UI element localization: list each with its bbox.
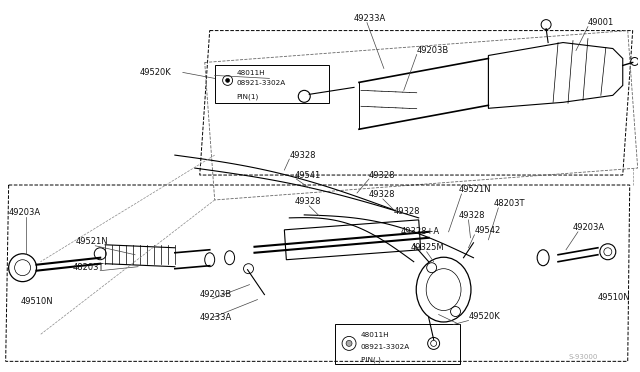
Text: 08921-3302A: 08921-3302A — [237, 80, 286, 86]
Text: 49521N: 49521N — [76, 237, 108, 246]
Text: 49001: 49001 — [588, 18, 614, 27]
Text: 49328: 49328 — [289, 151, 316, 160]
Text: 48203T: 48203T — [72, 263, 104, 272]
Text: PIN(1): PIN(1) — [237, 93, 259, 100]
Text: 49541: 49541 — [294, 170, 321, 180]
Text: 49233A: 49233A — [200, 313, 232, 322]
Text: 48011H: 48011H — [361, 333, 390, 339]
Text: 49328+A: 49328+A — [401, 227, 440, 236]
Text: S-93000: S-93000 — [568, 355, 597, 360]
Text: 49328: 49328 — [294, 198, 321, 206]
Text: 49520K: 49520K — [140, 68, 172, 77]
Text: 08921-3302A: 08921-3302A — [361, 344, 410, 350]
Text: 49542: 49542 — [474, 226, 500, 235]
Text: 49203B: 49203B — [200, 290, 232, 299]
Text: PIN( ): PIN( ) — [361, 356, 381, 363]
Text: 49510N: 49510N — [20, 297, 53, 306]
Text: 49328: 49328 — [458, 211, 485, 220]
Text: 49328: 49328 — [394, 208, 420, 217]
Circle shape — [226, 78, 230, 82]
Text: 48203T: 48203T — [493, 199, 525, 208]
Text: 49203A: 49203A — [573, 223, 605, 232]
Text: 49203B: 49203B — [417, 46, 449, 55]
Text: 49325M: 49325M — [411, 243, 444, 252]
Text: 49520K: 49520K — [468, 312, 500, 321]
Circle shape — [346, 340, 352, 346]
Text: 49510N: 49510N — [598, 293, 630, 302]
Text: 48011H: 48011H — [237, 70, 265, 76]
Text: 49521N: 49521N — [458, 186, 491, 195]
Text: 49328: 49328 — [369, 170, 396, 180]
Text: 49328: 49328 — [369, 190, 396, 199]
Text: 49233A: 49233A — [354, 14, 387, 23]
Text: 49203A: 49203A — [9, 208, 41, 217]
